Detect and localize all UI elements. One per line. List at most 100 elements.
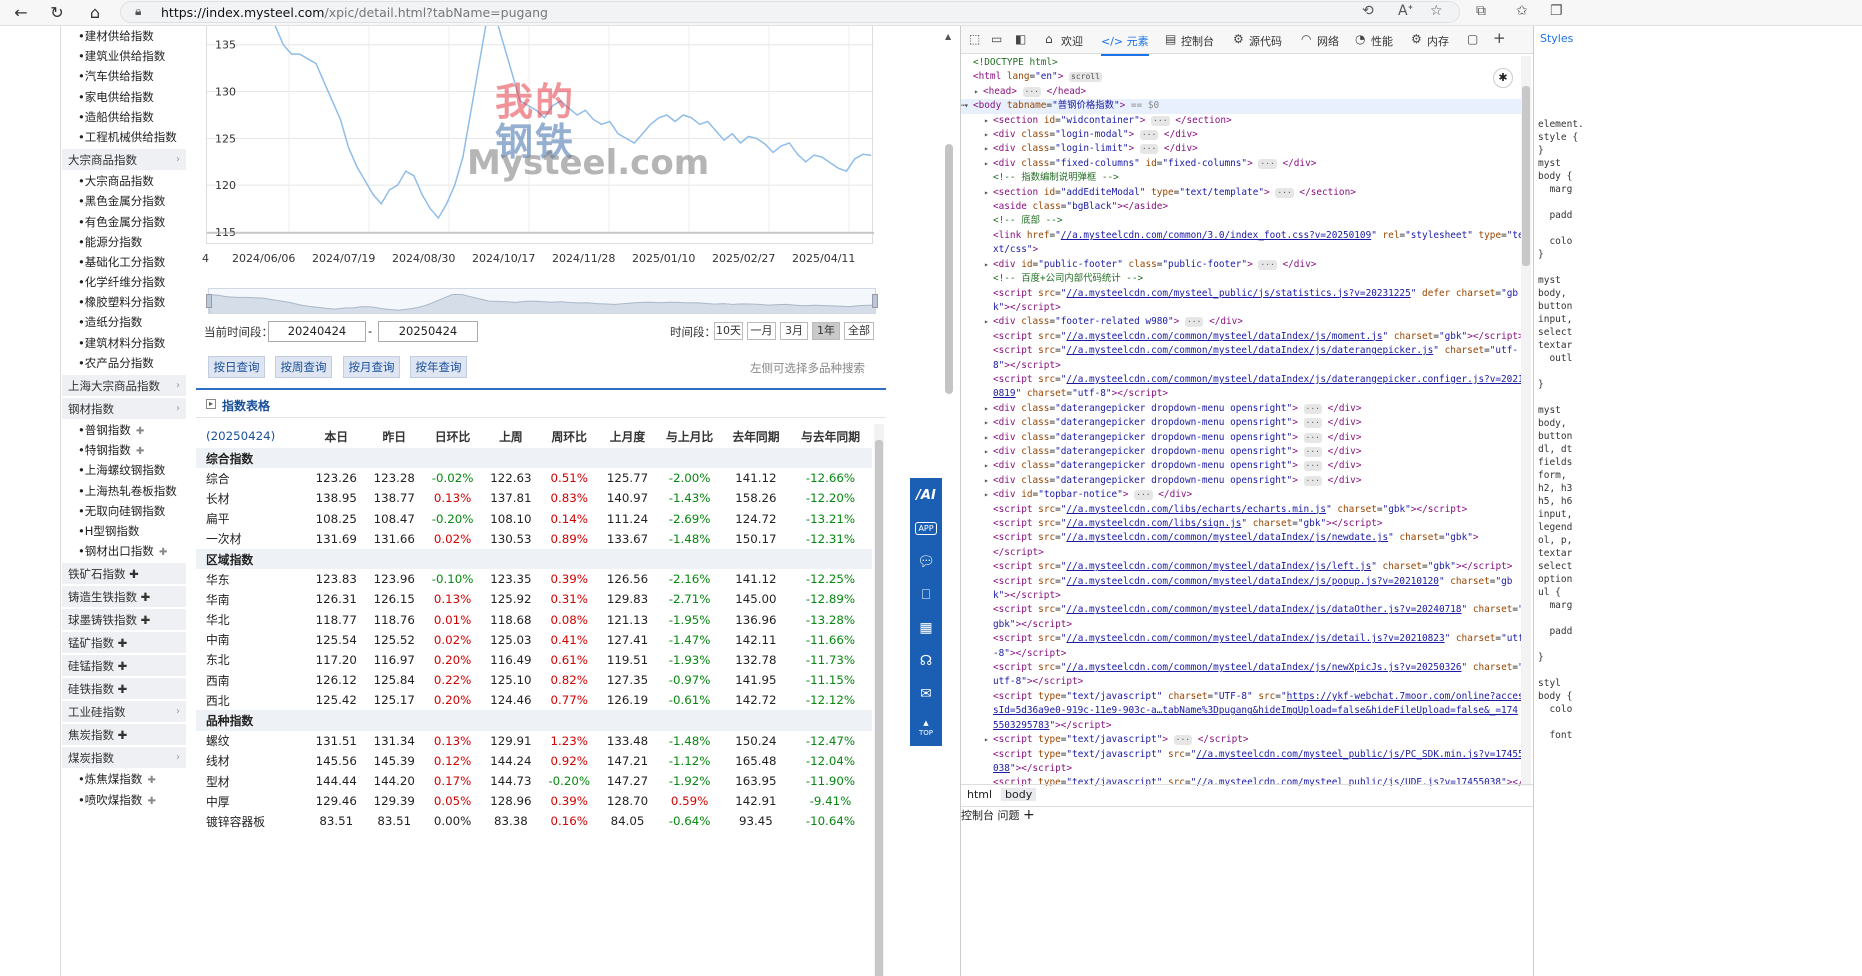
query-year-button[interactable]: 按年查询 <box>410 356 467 378</box>
style-rule-line[interactable]: } <box>1538 249 1544 260</box>
dom-node-line[interactable]: k"></script> <box>993 301 1061 313</box>
elements-tree[interactable]: <!DOCTYPE html> <html lang="en"> scroll <h… <box>961 56 1521 786</box>
tab-welcome[interactable]: 欢迎 <box>1061 35 1083 48</box>
gift-icon[interactable]: ⎕ <box>921 587 931 603</box>
sidebar-item[interactable]: •H型钢指数 <box>62 521 186 541</box>
plus-icon[interactable]: ✚ <box>144 775 156 787</box>
sidebar-item[interactable]: •工程机械供给指数 <box>62 127 186 147</box>
dom-node-line[interactable]: <!-- 百度+公司内部代码统计 --> <box>993 273 1144 285</box>
style-rule-line[interactable]: colo <box>1538 704 1573 715</box>
read-aloud-icon[interactable]: Aᐩ <box>1398 3 1414 19</box>
dom-node-line[interactable]: <script src="//a.mysteelcdn.com/common/m… <box>993 575 1513 587</box>
sidebar-item[interactable]: •有色金属分指数 <box>62 212 186 232</box>
dom-node-line[interactable]: <aside class="bgBlack"></aside> <box>993 201 1169 213</box>
sidebar-item[interactable]: •喷吹煤指数 ✚ <box>62 790 186 810</box>
dom-node-line[interactable]: <script src="//a.mysteelcdn.com/common/m… <box>993 633 1521 645</box>
slider-left-handle[interactable] <box>206 294 212 308</box>
sidebar-item[interactable]: •造纸分指数 <box>62 312 186 332</box>
dom-node-line[interactable]: utf-8"></script> <box>993 676 1084 688</box>
dom-node-line[interactable]: <div class="daterangepicker dropdown-men… <box>961 431 1521 445</box>
device-icon[interactable]: ▭ <box>991 32 1003 46</box>
dom-node-line[interactable]: <div class="daterangepicker dropdown-men… <box>961 474 1521 488</box>
plus-icon[interactable]: ✚ <box>137 613 151 628</box>
add-tool-icon[interactable]: + <box>1493 29 1506 47</box>
dom-node-line[interactable]: <script src="//a.mysteelcdn.com/common/m… <box>993 330 1521 342</box>
style-rule-line[interactable] <box>1538 391 1584 404</box>
translate-icon[interactable]: ⟲ <box>1362 3 1374 19</box>
dom-node-line[interactable]: 038"></script> <box>993 762 1073 774</box>
date-from-input[interactable]: 20240424 <box>268 321 366 342</box>
sidebar-item[interactable]: •建筑业供给指数 <box>62 46 186 66</box>
dom-node-line[interactable]: <script src="//a.mysteelcdn.com/common/m… <box>993 345 1519 357</box>
dom-node-line[interactable]: <script type="text/javascript" charset="… <box>993 690 1521 702</box>
style-rule-line[interactable]: button <box>1538 431 1573 442</box>
elements-scroll-thumb[interactable] <box>1522 86 1530 266</box>
dom-node-line[interactable]: -8"></script> <box>993 647 1067 659</box>
sidebar-item[interactable]: •特钢指数 ✚ <box>62 440 186 460</box>
query-day-button[interactable]: 按日查询 <box>208 356 265 378</box>
dom-node-line[interactable]: <script src="//a.mysteelcdn.com/common/m… <box>993 561 1513 573</box>
style-rule-line[interactable]: padd <box>1538 626 1573 637</box>
style-rule-line[interactable]: body { <box>1538 171 1573 182</box>
style-rule-line[interactable]: padd <box>1538 210 1573 221</box>
drawer-issues-tab[interactable]: 问题 <box>997 809 1020 822</box>
style-rule-line[interactable]: select <box>1538 561 1573 572</box>
style-rule-line[interactable]: input, <box>1538 509 1573 520</box>
plus-icon[interactable]: ✚ <box>114 728 128 743</box>
elements-scrollbar[interactable] <box>1521 56 1531 786</box>
query-week-button[interactable]: 按周查询 <box>275 356 332 378</box>
dom-node-line[interactable]: gbk"></script> <box>993 618 1073 630</box>
expand-triangle-icon[interactable]: ▸ <box>984 187 989 197</box>
style-rule-line[interactable]: h5, h6 <box>1538 496 1573 507</box>
style-rule-line[interactable]: body, <box>1538 418 1567 429</box>
plus-icon[interactable]: ✚ <box>125 567 139 582</box>
period-1y-button[interactable]: 1年 <box>812 322 840 340</box>
home-icon[interactable]: ⌂ <box>89 3 101 22</box>
sidebar-group[interactable]: 硅锰指数 ✚ <box>62 654 186 677</box>
tab-console[interactable]: 控制台 <box>1181 35 1214 48</box>
dom-node-line[interactable]: <head> ··· </head> ▸ <box>961 85 1521 99</box>
expand-triangle-icon[interactable]: ▸ <box>984 418 989 428</box>
plus-icon[interactable]: ✚ <box>132 446 145 458</box>
sidebar-item[interactable]: •上海热轧卷板指数 <box>62 481 186 501</box>
expand-triangle-icon[interactable]: ▸ <box>984 490 989 500</box>
style-rule-line[interactable]: } <box>1538 379 1544 390</box>
network-icon[interactable]: ◠ <box>1301 32 1312 46</box>
expand-triangle-icon[interactable]: ▸ <box>984 115 989 125</box>
dom-node-line[interactable]: <link href="//a.mysteelcdn.com/common/3.… <box>993 229 1521 241</box>
memory-icon[interactable]: ⚙ <box>1411 32 1422 46</box>
expand-triangle-icon[interactable]: ▸ <box>984 158 989 168</box>
style-rule-line[interactable]: ol, p, <box>1538 535 1573 546</box>
back-arrow-icon[interactable]: ← <box>14 3 28 22</box>
expand-triangle-icon[interactable]: ▸ <box>984 475 989 485</box>
console-icon[interactable]: ▤ <box>1165 32 1177 46</box>
sidebar-item[interactable]: •造船供给指数 <box>62 107 186 127</box>
style-rule-line[interactable]: marg <box>1538 184 1573 195</box>
drawer-add-icon[interactable]: + <box>1023 807 1035 823</box>
style-rule-line[interactable]: form, <box>1538 470 1573 481</box>
address-bar[interactable]: 🔒︎ https://index.mysteel.com/xpic/detail… <box>120 1 1460 23</box>
tab-sources[interactable]: 源代码 <box>1249 35 1282 48</box>
sidebar-group[interactable]: 大宗商品指数 › <box>62 148 186 171</box>
drawer-console-tab[interactable]: 控制台 <box>961 809 994 822</box>
sidebar-item[interactable]: •基础化工分指数 <box>62 252 186 272</box>
style-rule-line[interactable]: body, <box>1538 288 1567 299</box>
favorite-star-icon[interactable]: ☆ <box>1430 3 1443 19</box>
style-rule-line[interactable] <box>1538 612 1584 625</box>
tab-elements[interactable]: </> 元素 <box>1101 33 1149 56</box>
sidebar-group[interactable]: 铁矿石指数 ✚ <box>62 562 186 585</box>
expand-triangle-icon[interactable]: ▸ <box>984 446 989 456</box>
dom-node-line[interactable]: <!-- 底部 --> <box>993 215 1063 227</box>
dom-node-line[interactable]: <script type="text/javascript" src="//a.… <box>993 777 1521 786</box>
dom-node-line[interactable]: <script src="//a.mysteelcdn.com/mysteel_… <box>993 287 1519 299</box>
dom-node-line[interactable]: xt/css"> <box>993 244 1039 256</box>
sidebar-item[interactable]: •上海螺纹钢指数 <box>62 460 186 480</box>
dom-node-line[interactable]: <div class="daterangepicker dropdown-men… <box>961 402 1521 416</box>
query-month-button[interactable]: 按月查询 <box>343 356 400 378</box>
sidebar-item[interactable]: •汽车供给指数 <box>62 66 186 86</box>
sidebar-group[interactable]: 球墨铸铁指数 ✚ <box>62 608 186 631</box>
style-rule-line[interactable] <box>1538 222 1584 235</box>
dom-node-line[interactable]: <div class="login-modal"> ··· </div> ▸ <box>961 128 1521 142</box>
expand-triangle-icon[interactable]: ▸ <box>984 735 989 745</box>
ai-assistant-icon[interactable]: /AI <box>916 488 936 503</box>
